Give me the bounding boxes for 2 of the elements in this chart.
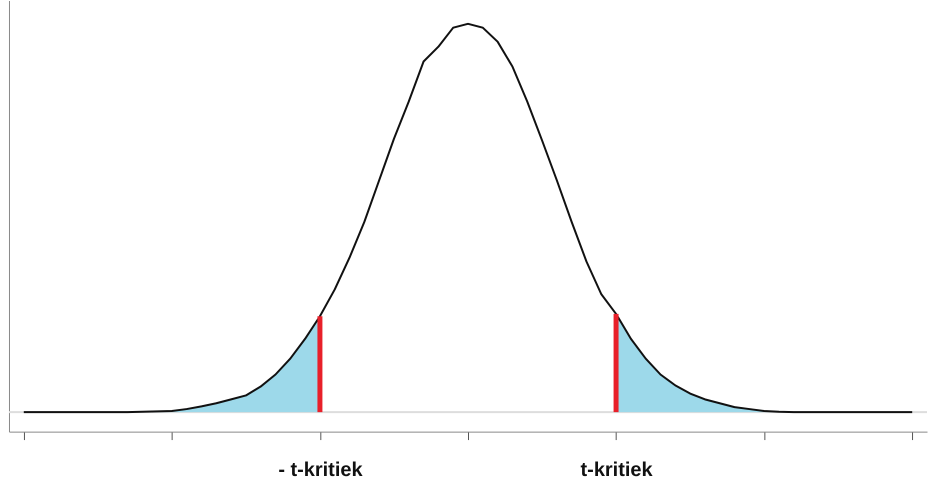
x-tick-label: t-kritiek: [580, 458, 654, 481]
x-tick-label: - t-kritiek: [278, 458, 364, 481]
